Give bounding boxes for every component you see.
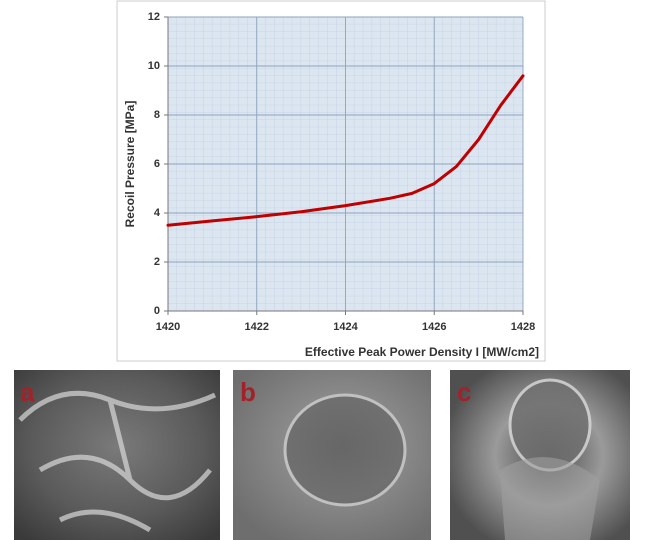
- panel-label: b: [240, 377, 256, 407]
- y-axis-title: Recoil Pressure [MPa]: [123, 101, 137, 228]
- x-tick-label: 1428: [511, 321, 535, 333]
- y-tick-label: 2: [154, 256, 160, 268]
- panel-label: a: [20, 377, 35, 407]
- x-tick-label: 1426: [422, 321, 446, 333]
- x-axis-title: Effective Peak Power Density I [MW/cm2]: [305, 345, 539, 359]
- y-tick-label: 10: [148, 60, 160, 72]
- y-tick-label: 6: [154, 158, 160, 170]
- x-tick-label: 1424: [333, 321, 358, 333]
- y-tick-label: 4: [154, 207, 161, 219]
- x-tick-label: 1422: [245, 321, 269, 333]
- panel-label: c: [457, 377, 471, 407]
- data-line: [166, 74, 525, 227]
- y-tick-label: 12: [148, 11, 160, 23]
- y-tick-label: 8: [154, 109, 160, 121]
- x-tick-label: 1420: [156, 321, 180, 333]
- y-tick-label: 0: [154, 305, 160, 317]
